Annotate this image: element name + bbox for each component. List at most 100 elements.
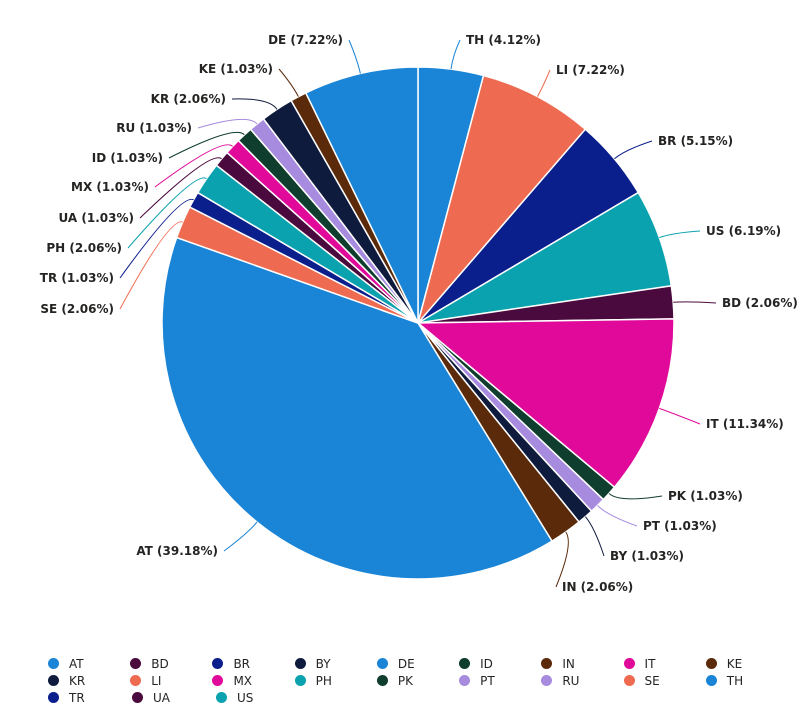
legend-swatch [294,675,306,686]
pie-chart-canvas: TH (4.12%) LI (7.22%) BR (5.15%) US (6.19%)… [40,33,798,594]
legend-swatch [212,658,224,669]
data-label-de: DE (7.22%) [268,33,343,47]
legend-item-mx[interactable]: MX [212,672,294,689]
data-label-se: SE (2.06%) [40,302,114,316]
data-label-ua: UA (1.03%) [59,211,134,225]
legend-swatch [541,658,553,669]
legend-row: TR UA US [48,689,788,706]
legend-swatch [130,675,142,686]
data-label-th: TH (4.12%) [466,33,541,47]
legend-item-at[interactable]: AT [48,655,130,672]
leader-line-kr [231,98,278,110]
data-label-ph: PH (2.06%) [46,241,122,255]
leader-line-pk [608,493,663,500]
legend-item-tr[interactable]: TR [48,689,132,706]
legend-item-in[interactable]: IN [541,655,623,672]
data-label-us: US (6.19%) [706,224,781,238]
legend-label: PK [397,673,413,688]
legend-item-id[interactable]: ID [459,655,541,672]
legend-item-ke[interactable]: KE [705,655,788,672]
legend-label: LI [151,673,162,688]
legend-swatch [132,692,143,703]
legend-label: RU [562,673,580,688]
legend-item-th[interactable]: TH [705,672,788,689]
legend-swatch [541,675,553,686]
legend-swatch [623,675,635,686]
data-label-kr: KR (2.06%) [151,92,226,106]
data-label-at: AT (39.18%) [136,544,218,558]
data-label-tr: TR (1.03%) [40,271,114,285]
legend-item-de[interactable]: DE [376,655,459,672]
data-label-id: ID (1.03%) [92,151,163,165]
legend-item-bd[interactable]: BD [130,655,212,672]
legend-item-ph[interactable]: PH [294,672,377,689]
legend: AT BD BR BY DE ID IN IT KE KR LI MX PH PK PT RU SE TH TR UA… [48,655,788,706]
legend-label: PH [315,673,332,688]
leader-line-tr [119,198,194,279]
legend-label: BR [233,656,251,671]
legend-item-pk[interactable]: PK [376,672,459,689]
leader-line-ke [278,68,299,97]
legend-item-kr[interactable]: KR [48,672,130,689]
legend-swatch [216,692,227,703]
leader-line-th [450,39,461,70]
data-label-by: BY (1.03%) [610,549,684,563]
legend-item-by[interactable]: BY [294,655,377,672]
legend-swatch [376,675,388,686]
legend-swatch [48,658,59,669]
legend-label: PT [480,673,495,688]
legend-label: KE [726,656,743,671]
legend-label: UA [153,690,170,705]
leader-line-ph [127,177,207,249]
legend-item-ua[interactable]: UA [132,689,216,706]
data-label-pt: PT (1.03%) [643,519,717,533]
legend-label: DE [397,656,415,671]
data-label-pk: PK (1.03%) [668,489,743,503]
legend-row: AT BD BR BY DE ID IN IT KE [48,655,788,672]
leader-line-pt [597,505,638,527]
leader-line-ua [139,157,222,219]
data-label-bd: BD (2.06%) [722,296,798,310]
legend-label: KR [69,673,86,688]
legend-label: US [237,690,254,705]
legend-swatch [459,675,471,686]
legend-item-se[interactable]: SE [623,672,706,689]
data-label-mx: MX (1.03%) [71,180,149,194]
leader-line-us [659,230,701,239]
pie-slice-de[interactable] [304,66,419,324]
leader-line-mx [154,144,233,188]
legend-swatch [212,675,224,686]
legend-swatch [376,658,388,669]
legend-item-ru[interactable]: RU [541,672,623,689]
data-label-it: IT (11.34%) [706,417,784,431]
legend-swatch [130,658,142,669]
legend-label: SE [644,673,660,688]
legend-swatch [623,658,635,669]
leader-line-de [348,39,361,74]
legend-row: KR LI MX PH PK PT RU SE TH [48,672,788,689]
leader-line-it [659,407,701,425]
legend-label: IN [562,656,575,671]
leader-line-ru [197,118,258,129]
legend-item-br[interactable]: BR [212,655,294,672]
legend-label: BD [151,656,169,671]
leader-line-bd [673,301,717,304]
data-label-in: IN (2.06%) [562,580,633,594]
leader-line-in [555,531,569,588]
pie-slice-li[interactable] [417,74,587,324]
legend-swatch [705,675,717,686]
legend-item-li[interactable]: LI [130,672,212,689]
data-label-li: LI (7.22%) [556,63,625,77]
legend-item-us[interactable]: US [216,689,300,706]
leader-line-br [614,140,653,160]
legend-item-it[interactable]: IT [623,655,706,672]
legend-label: BY [315,656,331,671]
legend-label: TR [69,690,85,705]
legend-label: AT [69,656,84,671]
legend-swatch [48,692,59,703]
legend-swatch [705,658,717,669]
legend-item-pt[interactable]: PT [459,672,541,689]
legend-label: ID [480,656,493,671]
leader-line-at [223,521,258,552]
